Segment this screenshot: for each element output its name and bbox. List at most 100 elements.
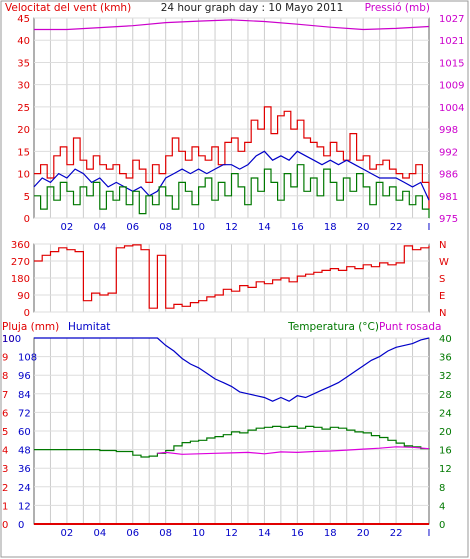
humidity-x-tick-label: 02 [61, 528, 74, 539]
dewpoint-axis-title: Punt rosada [379, 321, 441, 333]
wind-x-tick-label: I [428, 222, 431, 233]
temperature-y-tick-label: 24 [439, 408, 452, 419]
wind-y-tick-label: 20 [17, 125, 30, 136]
wind-pressure-panel: 0510152025303540459759819869929981004100… [17, 14, 464, 233]
direction-y-tick-label: 270 [11, 257, 30, 268]
humidity-y-tick-label: 48 [18, 446, 31, 457]
direction-y-tick-label: 360 [11, 240, 30, 251]
wind-x-tick-label: 16 [291, 222, 304, 233]
temperature-y-tick-label: 32 [439, 371, 452, 382]
rain-y-tick-label: 9 [2, 353, 8, 364]
temperature-y-tick-label: 0 [439, 520, 445, 531]
wind-series-0 [34, 106, 430, 210]
rain-y-tick-label: 7 [2, 390, 8, 401]
humidity-series-0 [34, 337, 430, 402]
wind-x-tick-label: 04 [93, 222, 106, 233]
pressure-y-tick-label: 1015 [439, 58, 464, 69]
wind-axis-title: Velocitat del vent (kmh) [5, 2, 131, 14]
humidity-x-tick-label: 04 [93, 528, 106, 539]
temperature-y-tick-label: 4 [439, 501, 445, 512]
humidity-series-1 [34, 425, 430, 458]
wind-y-tick-label: 40 [17, 36, 30, 47]
rain-y-tick-label: 8 [2, 371, 8, 382]
wind-y-tick-label: 25 [17, 103, 30, 114]
humidity-x-tick-label: I [428, 528, 431, 539]
wind-x-tick-label: 20 [357, 222, 370, 233]
rain-y-tick-label: 1 [2, 501, 8, 512]
humidity-y-tick-label: 24 [18, 483, 31, 494]
direction-y-tick-label: 180 [11, 274, 30, 285]
wind-y-tick-label: 35 [17, 58, 30, 69]
wind-y-tick-label: 0 [24, 214, 30, 225]
pressure-y-tick-label: 1004 [439, 103, 464, 114]
direction-compass-label: E [439, 291, 445, 302]
wind-y-tick-label: 5 [24, 192, 30, 203]
wind-y-tick-label: 15 [17, 147, 30, 158]
humidity-y-tick-label: 12 [18, 501, 31, 512]
wind-x-tick-label: 18 [324, 222, 337, 233]
rain-humidity-temperature-panel: 0123456789100122436486072849610810004812… [2, 334, 452, 539]
humidity-x-tick-label: 20 [357, 528, 370, 539]
humidity-x-tick-label: 18 [324, 528, 337, 539]
direction-y-tick-label: 90 [17, 291, 30, 302]
rain-y-tick-label: 2 [2, 483, 8, 494]
wind-x-tick-label: 06 [126, 222, 139, 233]
wind-x-tick-label: 10 [192, 222, 205, 233]
humidity-axis-title: Humitat [68, 321, 110, 333]
humidity-x-tick-label: 08 [159, 528, 172, 539]
rain-axis-title: Pluja (mm) [2, 321, 59, 333]
pressure-y-tick-label: 992 [439, 147, 458, 158]
pressure-y-tick-label: 1009 [439, 81, 464, 92]
humidity-x-tick-label: 06 [126, 528, 139, 539]
wind-x-tick-label: 02 [61, 222, 74, 233]
wind-series-3 [34, 19, 430, 31]
temperature-y-tick-label: 12 [439, 464, 452, 475]
wind-x-tick-label: 22 [390, 222, 403, 233]
direction-compass-label: N [439, 308, 446, 319]
humidity-top-tick-label: 100 [2, 334, 21, 345]
wind-series-1 [33, 150, 430, 201]
humidity-y-tick-label: 84 [18, 390, 31, 401]
humidity-x-tick-label: 14 [258, 528, 271, 539]
direction-compass-label: S [439, 274, 445, 285]
humidity-y-tick-label: 0 [18, 520, 24, 531]
rain-y-tick-label: 3 [2, 464, 8, 475]
rain-y-tick-label: 6 [2, 408, 8, 419]
chart-title: 24 hour graph day : 10 Mayo 2011 [161, 2, 344, 14]
direction-y-tick-label: 0 [24, 308, 30, 319]
humidity-y-tick-label: 96 [18, 371, 31, 382]
pressure-y-tick-label: 998 [439, 125, 458, 136]
temperature-y-tick-label: 16 [439, 446, 452, 457]
temperature-y-tick-label: 8 [439, 483, 445, 494]
wind-x-tick-label: 12 [225, 222, 238, 233]
temperature-axis-title: Temperatura (°C) [287, 321, 379, 333]
direction-series-0 [34, 244, 430, 309]
humidity-x-tick-label: 16 [291, 528, 304, 539]
temperature-y-tick-label: 40 [439, 334, 452, 345]
rain-y-tick-label: 0 [2, 520, 8, 531]
pressure-y-tick-label: 981 [439, 192, 458, 203]
humidity-x-tick-label: 10 [192, 528, 205, 539]
pressure-y-tick-label: 1021 [439, 36, 464, 47]
wind-y-tick-label: 45 [17, 14, 30, 25]
humidity-series-2 [157, 446, 430, 455]
direction-compass-label: W [439, 257, 449, 268]
direction-compass-label: N [439, 240, 446, 251]
temperature-y-tick-label: 20 [439, 427, 452, 438]
pressure-y-tick-label: 1027 [439, 14, 464, 25]
wind-series-2 [34, 164, 430, 218]
humidity-y-tick-label: 60 [18, 427, 31, 438]
humidity-y-tick-label: 36 [18, 464, 31, 475]
pressure-y-tick-label: 986 [439, 170, 458, 181]
wind-y-tick-label: 30 [17, 81, 30, 92]
pressure-axis-title: Pressió (mb) [365, 2, 430, 14]
temperature-y-tick-label: 28 [439, 390, 452, 401]
humidity-y-tick-label: 108 [18, 353, 37, 364]
humidity-x-tick-label: 22 [390, 528, 403, 539]
temperature-y-tick-label: 36 [439, 353, 452, 364]
wind-x-tick-label: 14 [258, 222, 271, 233]
pressure-y-tick-label: 975 [439, 214, 458, 225]
